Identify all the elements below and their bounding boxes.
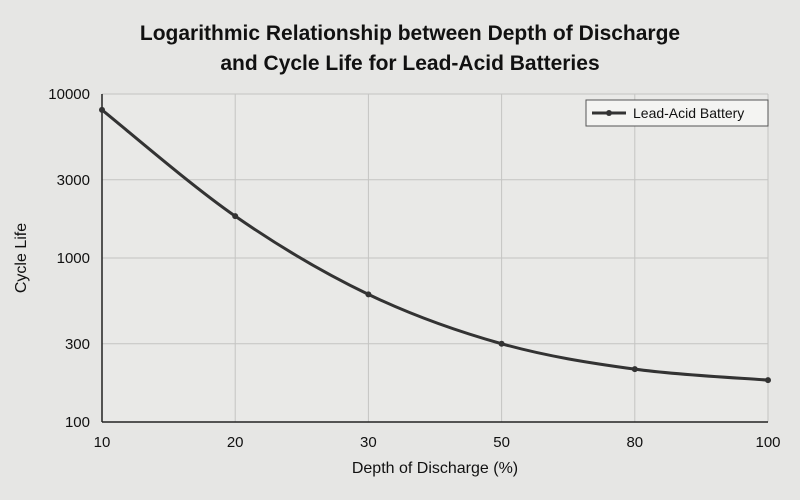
- chart-title-line-1: Logarithmic Relationship between Depth o…: [140, 22, 680, 45]
- data-point: [99, 106, 105, 113]
- data-point: [631, 366, 638, 373]
- legend-label: Lead-Acid Battery: [633, 105, 744, 121]
- x-tick-label: 10: [94, 434, 111, 451]
- y-axis-label: Cycle Life: [13, 223, 30, 293]
- x-axis-label: Depth of Discharge (%): [352, 460, 518, 477]
- data-point: [365, 291, 372, 298]
- data-point: [232, 213, 239, 220]
- x-tick-label: 30: [360, 434, 377, 451]
- axes: [101, 94, 768, 423]
- series-layer: [99, 106, 771, 384]
- tick-labels: 10 20 30 50 80 100 10000 3000 1000 300 100: [48, 86, 780, 451]
- series-line: [101, 108, 769, 382]
- x-tick-label: 20: [227, 434, 244, 451]
- y-tick-label: 300: [65, 336, 90, 353]
- x-tick-label: 80: [626, 434, 643, 451]
- x-tick-label: 50: [493, 434, 510, 451]
- y-tick-label: 3000: [57, 172, 90, 189]
- legend: Lead-Acid Battery: [585, 99, 769, 127]
- chart-title-line-2: and Cycle Life for Lead-Acid Batteries: [220, 52, 599, 75]
- legend-marker: [606, 110, 612, 116]
- x-tick-label: 100: [755, 434, 780, 451]
- data-point: [498, 340, 505, 347]
- y-tick-label: 1000: [57, 250, 90, 267]
- y-tick-label: 100: [65, 414, 90, 431]
- data-point: [765, 377, 771, 384]
- y-tick-label: 10000: [48, 86, 90, 103]
